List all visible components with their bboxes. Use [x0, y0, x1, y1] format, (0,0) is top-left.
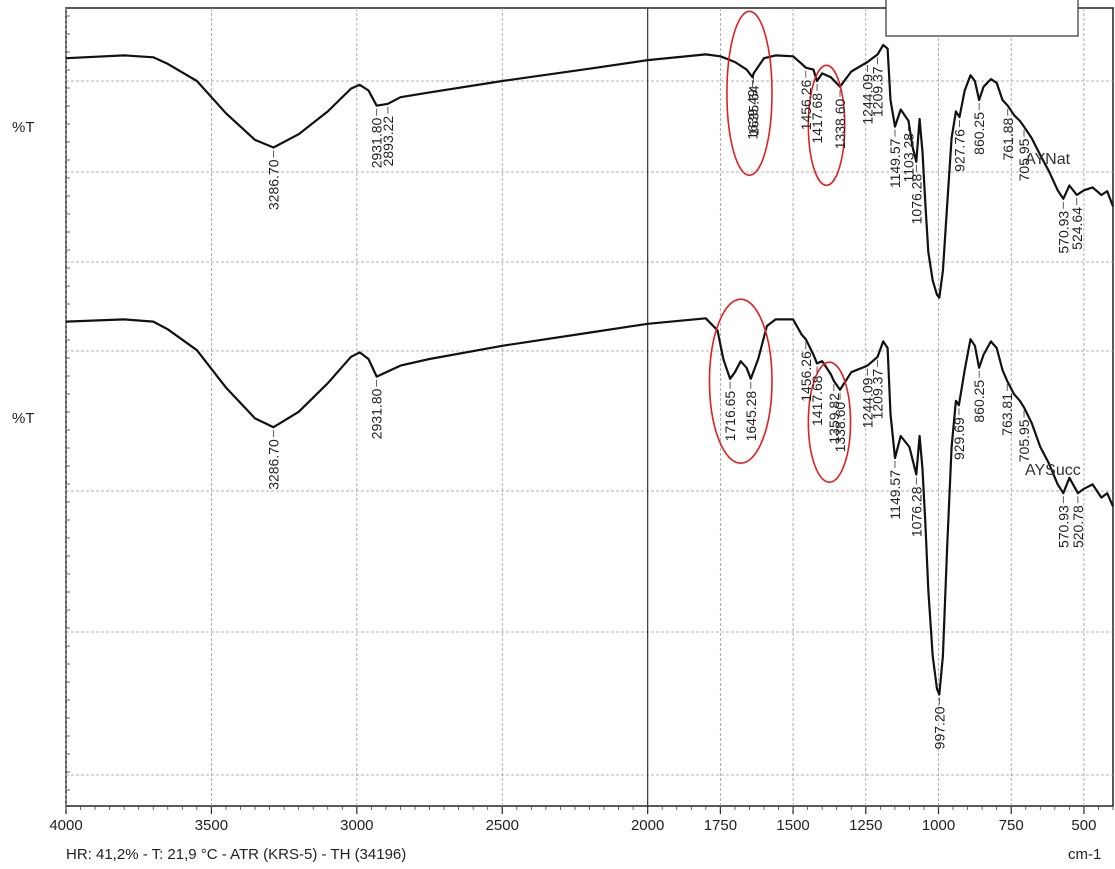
highlight-ellipse	[708, 298, 773, 465]
peak-label: 1076.28	[908, 174, 924, 225]
series-line-AYSucc	[65, 317, 1115, 696]
x-tick-label: 750	[999, 817, 1024, 834]
peak-label: 1417.68	[809, 93, 825, 144]
peak-label: 1076.28	[908, 486, 924, 537]
peak-label: 1456.26	[798, 351, 814, 402]
y-axis-label: %T	[12, 410, 35, 427]
peak-label: 1149.57	[887, 138, 903, 188]
peak-label: 2893.22	[380, 116, 396, 167]
peak-label: 1338.60	[832, 98, 848, 149]
peak-label: 927.76	[952, 129, 968, 172]
peak-label: 1639.49	[745, 89, 761, 140]
peak-label: 1635.64	[746, 85, 762, 136]
peak-label: 1338.60	[832, 402, 848, 453]
peak-label: 761.88	[1000, 117, 1016, 160]
series-label: AYSucc	[1025, 462, 1081, 479]
highlight-ellipse	[807, 361, 852, 484]
series-line-AYNat	[65, 43, 1115, 299]
peak-label: 1716.65	[722, 391, 738, 442]
peak-label: 929.69	[951, 417, 967, 460]
series-label: AYNat	[1025, 151, 1071, 168]
peak-label: 2931.80	[369, 388, 385, 439]
peak-label: 1417.68	[809, 375, 825, 426]
peak-label: 1456.26	[798, 79, 814, 130]
x-tick-label: 2000	[631, 817, 664, 834]
peak-label: 570.93	[1055, 211, 1071, 254]
highlight-ellipse	[807, 64, 846, 187]
x-tick-label: 4000	[49, 817, 82, 834]
peak-label: 520.78	[1070, 505, 1086, 548]
peak-label: 1149.57	[887, 470, 903, 520]
peak-label: 860.25	[971, 112, 987, 155]
highlight-ellipse	[726, 10, 773, 177]
x-tick-label: 1500	[776, 817, 809, 834]
x-tick-label: 1750	[704, 817, 737, 834]
x-tick-label: 1250	[849, 817, 882, 834]
peak-label: 705.95	[1016, 138, 1032, 181]
legend-box	[885, 0, 1079, 37]
x-tick-label: 3000	[340, 817, 373, 834]
peak-label: 1103.28	[900, 133, 916, 183]
peak-label: 2931.80	[369, 117, 385, 168]
x-tick-label: 500	[1071, 817, 1096, 834]
peak-label: 3286.70	[265, 439, 281, 490]
x-tick-label: 3500	[195, 817, 228, 834]
peak-label: 1645.28	[743, 391, 759, 442]
peak-label: 705.95	[1016, 419, 1032, 462]
x-axis-unit: cm-1	[1068, 846, 1102, 863]
x-tick-label: 1000	[922, 817, 955, 834]
peak-label: 1244.09	[860, 74, 876, 125]
instrument-footer: HR: 41,2% - T: 21,9 °C - ATR (KRS-5) - T…	[66, 846, 407, 863]
peak-label: 1359.82	[826, 393, 842, 444]
peak-label: 3286.70	[265, 159, 281, 210]
y-axis-label: %T	[12, 119, 35, 136]
peak-label: 570.93	[1055, 505, 1071, 548]
peak-label: 1244.09	[860, 377, 876, 428]
peak-label: 1209.37	[870, 369, 886, 420]
peak-label: 763.81	[999, 393, 1015, 436]
peak-label: 524.64	[1069, 207, 1085, 250]
peak-label: 860.25	[971, 380, 987, 423]
peak-label: 997.20	[931, 706, 947, 749]
peak-label: 1209.37	[870, 66, 886, 117]
x-tick-label: 2500	[486, 817, 519, 834]
